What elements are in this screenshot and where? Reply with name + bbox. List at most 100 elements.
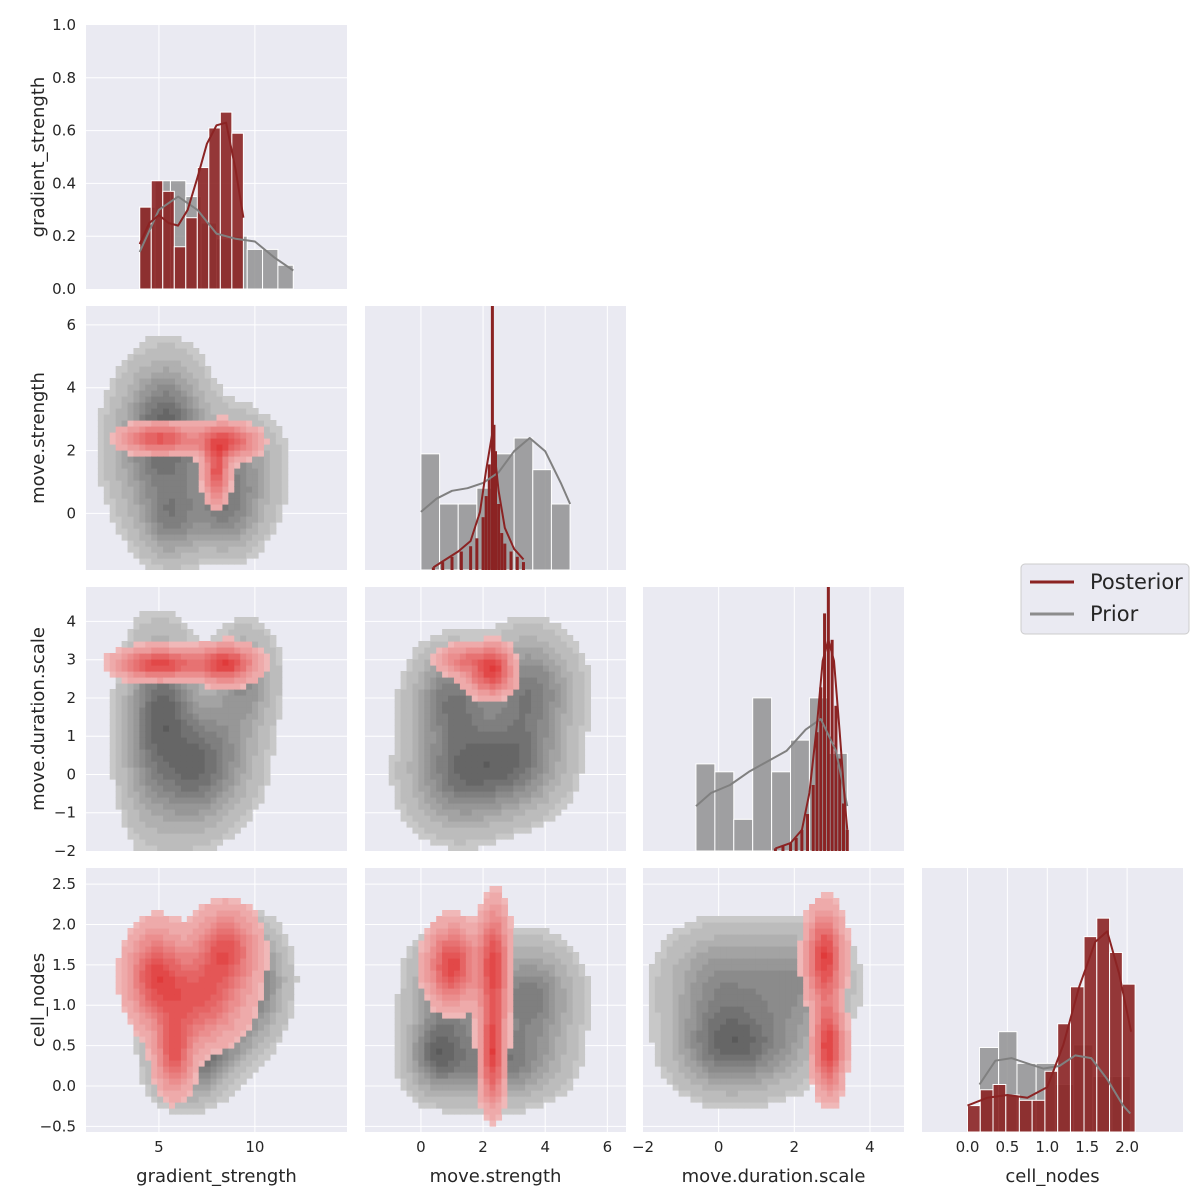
prior-hist-bar xyxy=(439,503,459,571)
posterior-kde-cell xyxy=(222,940,229,947)
posterior-kde-cell xyxy=(495,1036,503,1043)
prior-kde-cell xyxy=(566,1024,574,1031)
posterior-kde-cell xyxy=(186,916,194,923)
prior-kde-cell xyxy=(174,839,182,846)
prior-kde-cell xyxy=(157,755,164,762)
prior-kde-cell xyxy=(109,737,117,744)
prior-kde-cell xyxy=(216,839,224,846)
posterior-kde-cell xyxy=(222,498,229,505)
prior-kde-cell xyxy=(519,689,526,696)
prior-kde-cell xyxy=(109,492,117,499)
prior-kde-cell xyxy=(109,444,117,451)
prior-kde-cell xyxy=(548,641,556,648)
prior-kde-cell xyxy=(210,402,218,409)
posterior-kde-cell xyxy=(163,1072,170,1079)
posterior-kde-cell xyxy=(495,1054,503,1061)
prior-kde-cell xyxy=(240,486,247,493)
prior-kde-cell xyxy=(139,731,146,738)
prior-kde-cell xyxy=(258,779,265,786)
prior-kde-cell xyxy=(560,719,568,726)
posterior-kde-cell xyxy=(228,916,235,923)
posterior-kde-cell xyxy=(436,952,443,959)
prior-kde-cell xyxy=(151,815,158,822)
prior-kde-cell xyxy=(121,821,129,828)
posterior-kde-cell xyxy=(246,665,253,672)
posterior-kde-cell xyxy=(204,420,212,427)
prior-kde-cell xyxy=(163,396,170,403)
prior-kde-cell xyxy=(121,402,129,409)
posterior-kde-cell xyxy=(180,946,188,953)
posterior-kde-cell xyxy=(186,994,194,1001)
prior-hist-bar xyxy=(695,763,716,852)
prior-kde-cell xyxy=(228,1054,235,1061)
posterior-kde-cell xyxy=(453,958,461,965)
prior-kde-cell xyxy=(560,964,568,971)
posterior-kde-cell xyxy=(453,928,461,935)
prior-kde-cell xyxy=(477,791,485,798)
prior-kde-cell xyxy=(169,617,176,624)
prior-kde-cell xyxy=(246,719,253,726)
posterior-kde-cell xyxy=(507,958,514,965)
prior-kde-cell xyxy=(103,486,111,493)
prior-kde-cell xyxy=(121,378,129,385)
prior-kde-cell xyxy=(537,779,544,786)
prior-kde-cell xyxy=(263,677,271,684)
prior-kde-cell xyxy=(228,408,235,415)
prior-kde-cell xyxy=(578,665,586,672)
prior-kde-cell xyxy=(525,767,532,774)
prior-kde-cell xyxy=(554,797,562,804)
prior-kde-cell xyxy=(406,755,414,762)
posterior-kde-cell xyxy=(174,1036,182,1043)
prior-kde-cell xyxy=(406,958,414,965)
posterior-kde-cell xyxy=(204,462,212,469)
prior-kde-cell xyxy=(275,1000,283,1007)
prior-kde-cell xyxy=(548,1006,556,1013)
prior-kde-cell xyxy=(246,468,253,475)
prior-kde-cell xyxy=(198,785,206,792)
prior-kde-cell xyxy=(465,1072,473,1079)
posterior-kde-cell xyxy=(471,964,479,971)
prior-kde-cell xyxy=(519,815,526,822)
prior-kde-cell xyxy=(648,964,656,971)
prior-kde-cell xyxy=(157,617,164,624)
prior-kde-cell xyxy=(566,791,574,798)
prior-kde-cell xyxy=(531,1090,538,1097)
prior-kde-cell xyxy=(430,743,437,750)
prior-kde-cell xyxy=(430,1084,437,1091)
prior-kde-cell xyxy=(169,695,176,702)
prior-kde-cell xyxy=(578,713,586,720)
posterior-kde-cell xyxy=(169,641,176,648)
prior-kde-cell xyxy=(519,964,526,971)
posterior-kde-cell xyxy=(436,970,443,977)
prior-kde-cell xyxy=(459,743,467,750)
prior-kde-cell xyxy=(424,779,431,786)
posterior-kde-cell xyxy=(192,916,200,923)
posterior-kde-cell xyxy=(501,982,508,989)
posterior-kde-cell xyxy=(471,994,479,1001)
prior-kde-cell xyxy=(186,546,194,553)
posterior-kde-cell xyxy=(448,647,455,654)
posterior-kde-cell xyxy=(151,1054,158,1061)
prior-kde-cell xyxy=(174,815,182,822)
panel-1-0 xyxy=(86,306,347,570)
prior-kde-cell xyxy=(252,1036,259,1043)
prior-kde-cell xyxy=(186,689,194,696)
posterior-kde-cell xyxy=(198,480,206,487)
prior-kde-cell xyxy=(548,988,556,995)
posterior-kde-cell xyxy=(240,438,247,445)
posterior-kde-cell xyxy=(151,976,158,983)
prior-kde-cell xyxy=(186,396,194,403)
prior-kde-cell xyxy=(519,988,526,995)
prior-kde-cell xyxy=(548,671,556,678)
prior-kde-cell xyxy=(263,701,271,708)
posterior-kde-cell xyxy=(436,922,443,929)
prior-kde-cell xyxy=(121,396,129,403)
posterior-kde-cell xyxy=(258,970,265,977)
prior-kde-cell xyxy=(180,456,188,463)
posterior-kde-cell xyxy=(471,976,479,983)
prior-kde-cell xyxy=(554,737,562,744)
prior-kde-cell xyxy=(412,976,419,983)
prior-kde-cell xyxy=(554,934,562,941)
prior-kde-cell xyxy=(133,839,140,846)
prior-kde-cell xyxy=(163,773,170,780)
